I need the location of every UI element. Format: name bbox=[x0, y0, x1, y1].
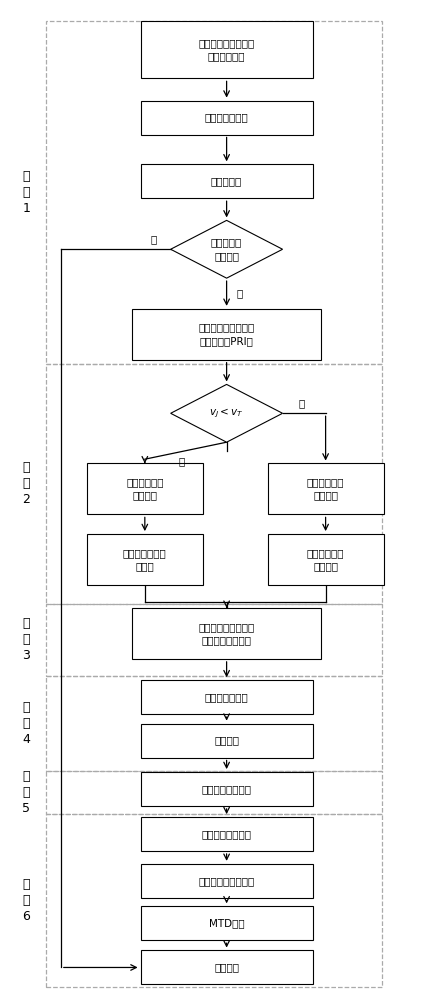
Text: 三次相位的系
数小于零: 三次相位的系 数小于零 bbox=[307, 548, 344, 571]
FancyBboxPatch shape bbox=[140, 101, 313, 135]
Text: 多通道处理: 多通道处理 bbox=[211, 176, 242, 186]
Text: 否: 否 bbox=[150, 234, 157, 244]
Text: 分数阶傅里叶变换: 分数阶傅里叶变换 bbox=[201, 784, 252, 794]
Polygon shape bbox=[170, 220, 283, 278]
FancyBboxPatch shape bbox=[140, 950, 313, 984]
FancyBboxPatch shape bbox=[140, 906, 313, 940]
Text: 逆分数阶傅里叶变换: 逆分数阶傅里叶变换 bbox=[198, 876, 255, 886]
Text: 重新产生脉间三次初
相的雷达发射信号: 重新产生脉间三次初 相的雷达发射信号 bbox=[198, 622, 255, 645]
Text: 干扰速度小于
目标速度: 干扰速度小于 目标速度 bbox=[126, 477, 164, 501]
Text: 步
骤
4: 步 骤 4 bbox=[23, 701, 31, 746]
Text: 接收到雷达回波: 接收到雷达回波 bbox=[205, 692, 249, 702]
Text: 目标检测: 目标检测 bbox=[214, 962, 239, 972]
Text: 步
骤
2: 步 骤 2 bbox=[23, 461, 31, 506]
FancyBboxPatch shape bbox=[268, 463, 384, 514]
FancyBboxPatch shape bbox=[268, 534, 384, 585]
FancyBboxPatch shape bbox=[140, 724, 313, 758]
Text: 获取干扰的速度值、
初相延迟的PRI数: 获取干扰的速度值、 初相延迟的PRI数 bbox=[198, 323, 255, 346]
FancyBboxPatch shape bbox=[87, 534, 203, 585]
Text: 步
骤
5: 步 骤 5 bbox=[22, 770, 31, 815]
Text: 脉冲压缩: 脉冲压缩 bbox=[214, 736, 239, 746]
Text: 是: 是 bbox=[236, 288, 243, 298]
FancyBboxPatch shape bbox=[140, 21, 313, 78]
Text: 是否存在假
目标干扰: 是否存在假 目标干扰 bbox=[211, 238, 242, 261]
FancyBboxPatch shape bbox=[140, 864, 313, 898]
FancyBboxPatch shape bbox=[132, 608, 321, 659]
FancyBboxPatch shape bbox=[140, 772, 313, 806]
Text: 是: 是 bbox=[178, 456, 184, 466]
Polygon shape bbox=[170, 384, 283, 442]
Text: $v_J < v_T$: $v_J < v_T$ bbox=[209, 407, 244, 420]
FancyBboxPatch shape bbox=[132, 309, 321, 360]
Text: 步
骤
6: 步 骤 6 bbox=[23, 878, 31, 923]
Text: 步
骤
3: 步 骤 3 bbox=[23, 617, 31, 662]
FancyBboxPatch shape bbox=[140, 817, 313, 851]
Text: 接收到雷达回波: 接收到雷达回波 bbox=[205, 113, 249, 123]
Text: 干扰速度大于
目标速度: 干扰速度大于 目标速度 bbox=[307, 477, 344, 501]
Text: 步
骤
1: 步 骤 1 bbox=[23, 170, 31, 215]
Text: 产生脉间三次初相的
雷达发射信号: 产生脉间三次初相的 雷达发射信号 bbox=[198, 38, 255, 61]
FancyBboxPatch shape bbox=[140, 164, 313, 198]
FancyBboxPatch shape bbox=[140, 680, 313, 714]
FancyBboxPatch shape bbox=[87, 463, 203, 514]
Text: 遮蔽处理抑制干扰: 遮蔽处理抑制干扰 bbox=[201, 829, 252, 839]
Text: 三次相位的系数
大于零: 三次相位的系数 大于零 bbox=[123, 548, 167, 571]
Text: MTD处理: MTD处理 bbox=[209, 918, 245, 928]
Text: 否: 否 bbox=[299, 398, 305, 408]
